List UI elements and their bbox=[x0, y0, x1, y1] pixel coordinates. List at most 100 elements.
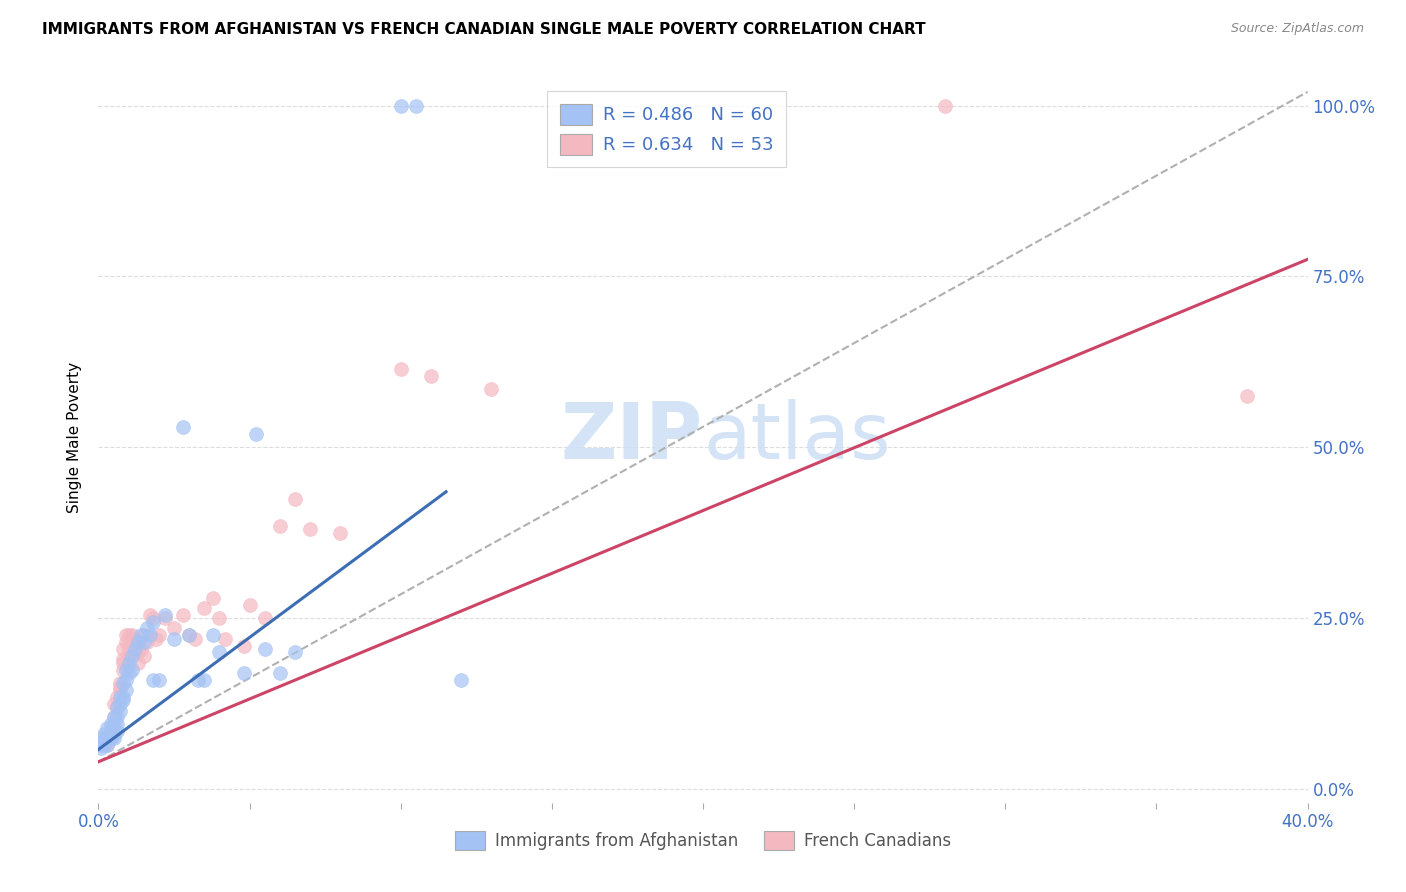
Point bbox=[193, 673, 215, 687]
Point bbox=[118, 656, 141, 670]
Point bbox=[108, 683, 131, 698]
Point bbox=[193, 601, 215, 615]
Point bbox=[284, 491, 307, 506]
Point bbox=[100, 717, 122, 731]
Point bbox=[142, 673, 165, 687]
Point bbox=[118, 665, 141, 680]
Point bbox=[100, 731, 122, 745]
Point bbox=[114, 628, 136, 642]
Point bbox=[100, 731, 122, 745]
Point bbox=[405, 98, 427, 112]
Point bbox=[108, 680, 131, 694]
Point bbox=[103, 710, 125, 724]
Point bbox=[202, 628, 225, 642]
Text: atlas: atlas bbox=[703, 399, 890, 475]
Point bbox=[103, 697, 125, 711]
Point bbox=[187, 673, 209, 687]
Point bbox=[121, 628, 143, 642]
Point bbox=[105, 717, 128, 731]
Point bbox=[111, 676, 134, 690]
Point bbox=[148, 628, 170, 642]
Point bbox=[153, 611, 176, 625]
Point bbox=[114, 673, 136, 687]
Point bbox=[105, 724, 128, 739]
Point bbox=[93, 738, 115, 752]
Point bbox=[132, 628, 155, 642]
Point bbox=[142, 615, 165, 629]
Point bbox=[93, 727, 115, 741]
Point bbox=[127, 656, 149, 670]
Point bbox=[163, 622, 186, 636]
Point bbox=[135, 622, 157, 636]
Point bbox=[108, 704, 131, 718]
Point bbox=[124, 632, 146, 646]
Text: Source: ZipAtlas.com: Source: ZipAtlas.com bbox=[1230, 22, 1364, 36]
Point bbox=[121, 648, 143, 663]
Point bbox=[114, 663, 136, 677]
Point bbox=[118, 648, 141, 663]
Point bbox=[239, 598, 262, 612]
Text: IMMIGRANTS FROM AFGHANISTAN VS FRENCH CANADIAN SINGLE MALE POVERTY CORRELATION C: IMMIGRANTS FROM AFGHANISTAN VS FRENCH CA… bbox=[42, 22, 925, 37]
Point bbox=[114, 635, 136, 649]
Point bbox=[269, 519, 291, 533]
Point bbox=[129, 642, 152, 657]
Point bbox=[108, 690, 131, 704]
Point bbox=[108, 676, 131, 690]
Point bbox=[450, 673, 472, 687]
Point bbox=[329, 525, 352, 540]
Point bbox=[934, 98, 956, 112]
Point bbox=[118, 642, 141, 657]
Point bbox=[96, 738, 118, 752]
Point bbox=[232, 665, 254, 680]
Point bbox=[253, 642, 276, 657]
Point bbox=[105, 700, 128, 714]
Point bbox=[111, 693, 134, 707]
Point bbox=[389, 98, 412, 112]
Point bbox=[103, 727, 125, 741]
Point bbox=[139, 628, 162, 642]
Point bbox=[103, 710, 125, 724]
Point bbox=[127, 645, 149, 659]
Point bbox=[202, 591, 225, 605]
Point bbox=[96, 738, 118, 752]
Point bbox=[96, 731, 118, 745]
Point bbox=[153, 607, 176, 622]
Point bbox=[208, 611, 231, 625]
Point bbox=[93, 734, 115, 748]
Point bbox=[111, 652, 134, 666]
Point bbox=[118, 628, 141, 642]
Point bbox=[299, 522, 322, 536]
Point bbox=[105, 690, 128, 704]
Point bbox=[179, 628, 201, 642]
Text: ZIP: ZIP bbox=[561, 399, 703, 475]
Point bbox=[135, 635, 157, 649]
Point bbox=[111, 663, 134, 677]
Point bbox=[124, 642, 146, 657]
Point bbox=[103, 717, 125, 731]
Point bbox=[105, 700, 128, 714]
Point bbox=[111, 642, 134, 657]
Point bbox=[139, 607, 162, 622]
Point bbox=[208, 645, 231, 659]
Point bbox=[103, 724, 125, 739]
Point bbox=[148, 673, 170, 687]
Point bbox=[103, 731, 125, 745]
Point bbox=[179, 628, 201, 642]
Point bbox=[145, 632, 167, 646]
Legend: Immigrants from Afghanistan, French Canadians: Immigrants from Afghanistan, French Cana… bbox=[449, 824, 957, 856]
Point bbox=[124, 642, 146, 657]
Point bbox=[253, 611, 276, 625]
Point bbox=[96, 721, 118, 735]
Point bbox=[142, 611, 165, 625]
Point bbox=[114, 683, 136, 698]
Point bbox=[214, 632, 236, 646]
Point bbox=[163, 632, 186, 646]
Point bbox=[132, 635, 155, 649]
Point bbox=[105, 710, 128, 724]
Point bbox=[90, 731, 112, 745]
Point bbox=[481, 382, 503, 396]
Point bbox=[420, 368, 443, 383]
Point bbox=[1236, 389, 1258, 403]
Point bbox=[129, 628, 152, 642]
Point bbox=[127, 635, 149, 649]
